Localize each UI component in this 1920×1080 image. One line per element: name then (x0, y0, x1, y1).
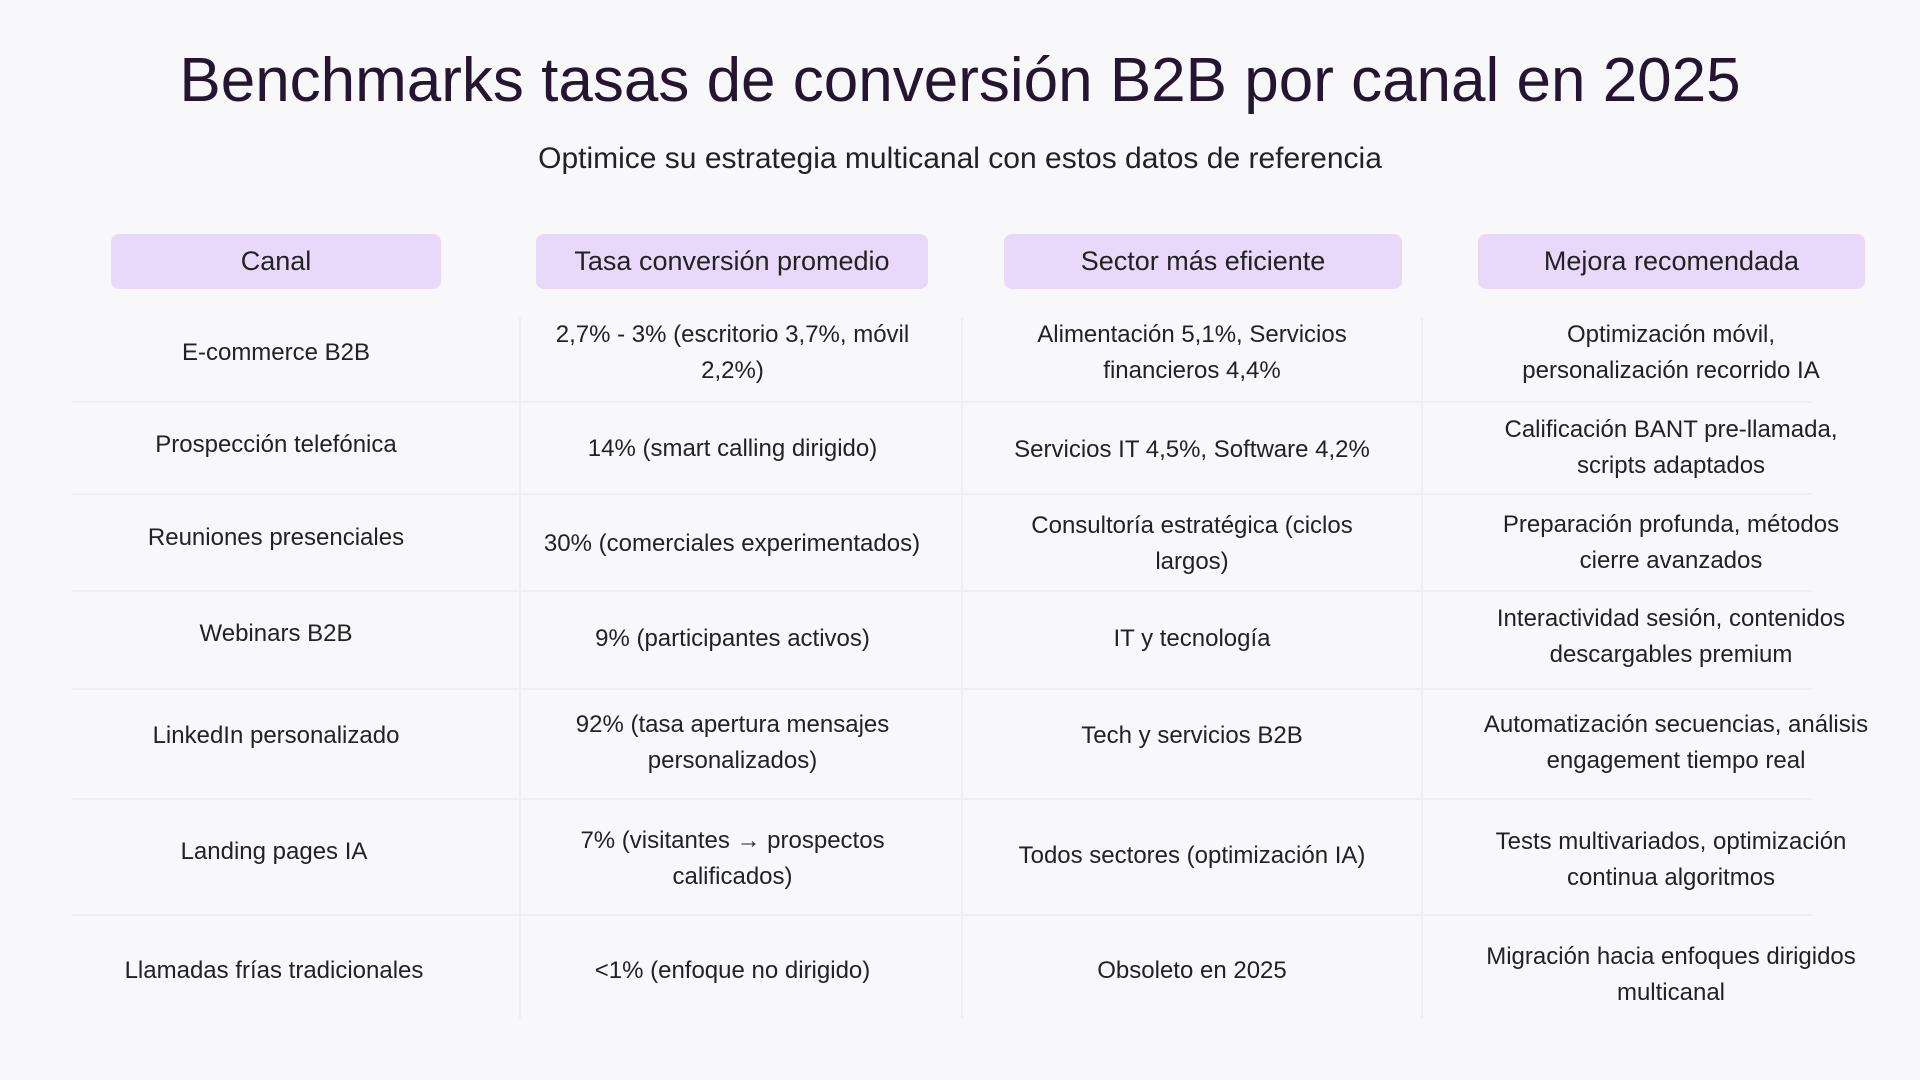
table-cell: LinkedIn personalizado (152, 722, 400, 749)
table-cell: Preparación profunda, métodos cierre ava… (1502, 511, 1840, 574)
table-cell: Prospección telefónica (155, 431, 397, 458)
table-cell: Interactividad sesión, contenidos descar… (1496, 605, 1846, 668)
header-mejora: Mejora recomendada (1478, 234, 1865, 289)
table-cell: 7% (visitantes → prospectos calificados) (580, 827, 885, 890)
table-cell: Tech y servicios B2B (1081, 722, 1303, 749)
table-cell: Consultoría estratégica (ciclos largos) (1031, 512, 1353, 575)
table-cell: Reuniones presenciales (147, 524, 405, 551)
table-cell: Obsoleto en 2025 (1097, 957, 1287, 984)
table-cell: 92% (tasa apertura mensajes personalizad… (575, 711, 890, 774)
table-cell: Llamadas frías tradicionales (124, 957, 424, 984)
row-divider (72, 688, 1812, 690)
table-cell: Todos sectores (optimización IA) (1018, 842, 1366, 869)
header-tasa-conversion: Tasa conversión promedio (536, 234, 928, 289)
table-cell: E-commerce B2B (181, 339, 371, 366)
table-cell: Alimentación 5,1%, Servicios financieros… (1037, 321, 1347, 384)
table-cell: IT y tecnología (1113, 625, 1271, 652)
column-divider (519, 318, 521, 1018)
column-divider (961, 318, 963, 1018)
row-divider (72, 914, 1812, 916)
header-sector: Sector más eficiente (1004, 234, 1402, 289)
table-cell: 2,7% - 3% (escritorio 3,7%, móvil 2,2%) (555, 321, 910, 384)
table-cell: <1% (enfoque no dirigido) (594, 957, 871, 984)
row-divider (72, 590, 1812, 592)
table-cell: Webinars B2B (199, 620, 353, 647)
table-cell: Automatización secuencias, análisis enga… (1483, 711, 1869, 774)
page-subtitle: Optimice su estrategia multicanal con es… (538, 142, 1382, 175)
table-cell: Calificación BANT pre-llamada, scripts a… (1504, 416, 1838, 479)
table-cell: 9% (participantes activos) (595, 625, 870, 652)
table-cell: Migración hacia enfoques dirigidos multi… (1486, 943, 1856, 1006)
table-cell: Tests multivariados, optimización contin… (1495, 828, 1847, 891)
table-cell: 30% (comerciales experimentados) (543, 530, 921, 557)
row-divider (72, 493, 1812, 495)
table-cell: Landing pages IA (180, 838, 368, 865)
table-cell: 14% (smart calling dirigido) (587, 435, 878, 462)
page-title: Benchmarks tasas de conversión B2B por c… (179, 46, 1741, 115)
column-divider (1421, 318, 1423, 1018)
table-cell: Optimización móvil, personalización reco… (1522, 321, 1820, 384)
header-canal: Canal (111, 234, 441, 289)
row-divider (72, 401, 1812, 403)
row-divider (72, 798, 1812, 800)
table-cell: Servicios IT 4,5%, Software 4,2% (1014, 436, 1370, 463)
